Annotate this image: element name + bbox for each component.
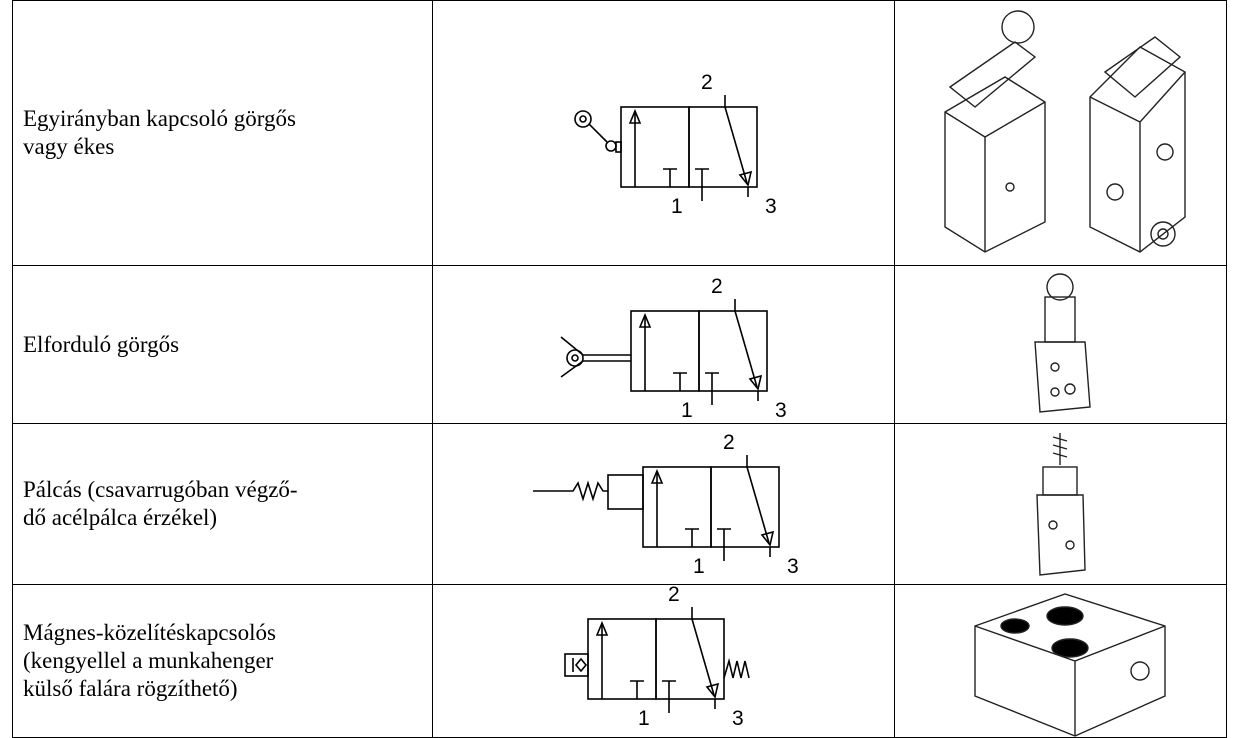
valve-box xyxy=(710,465,780,548)
valve-illustration xyxy=(1036,432,1086,576)
description-line: külső falára rögzíthető) xyxy=(23,676,238,701)
description-line: vagy ékes xyxy=(23,134,115,159)
row: Egyirányban kapcsoló görgős vagy ékes 2 1… xyxy=(12,0,1227,266)
flow-line xyxy=(746,466,770,543)
description-cell: Elforduló görgős xyxy=(12,265,433,424)
arrow-head xyxy=(705,682,720,699)
blocked-port xyxy=(705,371,719,391)
blocked-port xyxy=(663,167,677,187)
blocked-port xyxy=(695,167,709,187)
description-line: Elforduló görgős xyxy=(23,331,180,357)
port-label: 2 xyxy=(701,71,713,94)
blocked-port xyxy=(717,527,731,547)
valve-symbol: 2 1 3 xyxy=(533,431,799,578)
valve-symbol: 2 1 3 xyxy=(560,275,787,422)
description-cell: Mágnes-közelítéskapcsolós (kengyellel a … xyxy=(12,584,433,738)
port-label: 1 xyxy=(681,399,693,422)
blocked-port xyxy=(662,679,676,699)
description-line: Pálcás (csavarrugóban végző- xyxy=(23,477,298,502)
flow-line xyxy=(734,310,758,387)
port-label: 2 xyxy=(723,431,735,454)
photo-cell xyxy=(894,0,1227,266)
arrow-head xyxy=(628,108,642,124)
symbol-cell: 2 1 3 xyxy=(432,423,895,585)
valve-symbol: 2 1 3 xyxy=(574,71,777,218)
valve-box xyxy=(698,309,768,392)
arrow-head xyxy=(638,312,652,328)
row: Pálcás (csavarrugóban végző- dő acélpálc… xyxy=(12,423,1227,585)
description-line: (kengyellel a munkahenger xyxy=(23,648,274,673)
description-cell: Pálcás (csavarrugóban végző- dő acélpálc… xyxy=(12,423,433,585)
valve-box xyxy=(688,105,758,188)
symbol-cell: 2 1 3 xyxy=(432,265,895,424)
arrow-head xyxy=(738,170,753,187)
port-label: 2 xyxy=(711,275,723,298)
blocked-port xyxy=(685,527,699,547)
arrow-head xyxy=(748,374,763,391)
blocked-port xyxy=(630,679,644,699)
flow-line xyxy=(691,618,715,695)
symbol-cell: 2 1 3 xyxy=(432,584,895,738)
port-label: 2 xyxy=(668,586,680,606)
valve-illustration xyxy=(944,9,1186,253)
port-label: 1 xyxy=(638,707,650,730)
valve-symbol: 2 1 3 xyxy=(564,586,750,730)
photo-cell xyxy=(894,584,1227,738)
port-label: 3 xyxy=(765,195,777,218)
arrow-head xyxy=(760,530,775,547)
row: Elforduló görgős 2 1 3 xyxy=(12,265,1227,424)
row: Mágnes-közelítéskapcsolós (kengyellel a … xyxy=(12,584,1227,738)
description-line: Egyirányban kapcsoló görgős xyxy=(23,106,296,131)
port-label: 3 xyxy=(787,555,799,578)
symbol-cell: 2 1 3 xyxy=(432,0,895,266)
description-line: dő acélpálca érzékel) xyxy=(23,505,218,530)
valve-box xyxy=(655,617,725,700)
port-label: 3 xyxy=(775,399,787,422)
valve-illustration xyxy=(1034,272,1091,413)
photo-cell xyxy=(894,423,1227,585)
description-cell: Egyirányban kapcsoló görgős vagy ékes xyxy=(12,0,433,266)
blocked-port xyxy=(673,371,687,391)
port-label: 1 xyxy=(693,555,705,578)
flow-line xyxy=(724,106,748,183)
description-line: Mágnes-közelítéskapcsolós xyxy=(23,620,276,645)
photo-cell xyxy=(894,265,1227,424)
port-label: 3 xyxy=(732,707,744,730)
port-label: 1 xyxy=(671,195,683,218)
arrow-head xyxy=(595,620,609,636)
valve-illustration xyxy=(974,592,1166,737)
arrow-head xyxy=(650,468,664,484)
